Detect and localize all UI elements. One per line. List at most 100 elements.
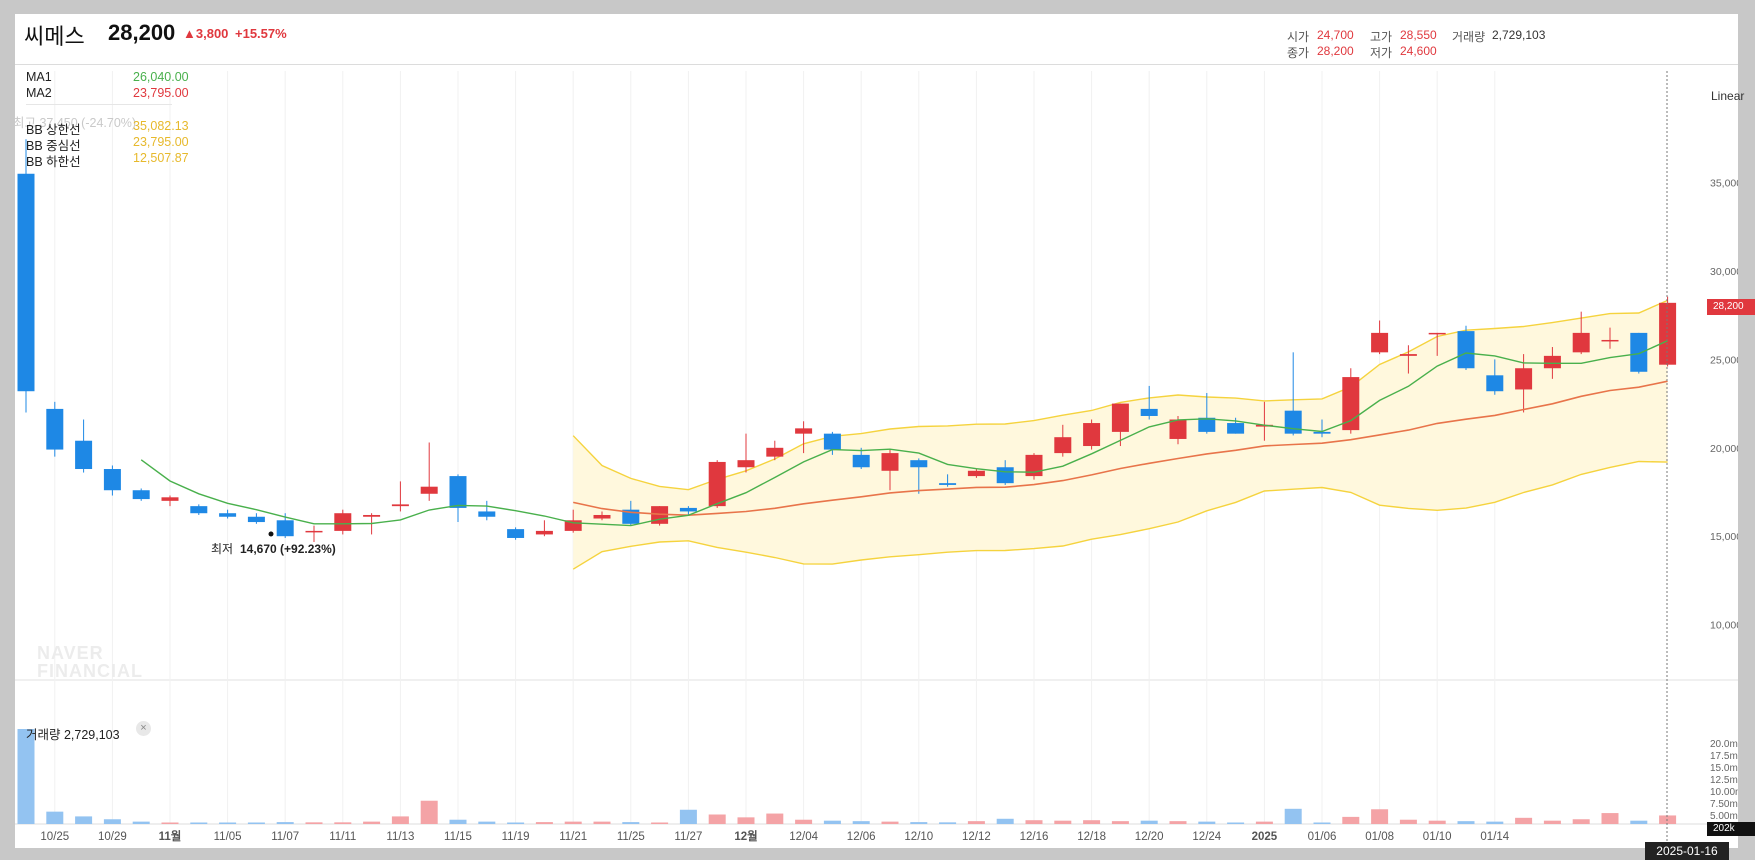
candle-body — [679, 507, 697, 512]
y-tick-label: 25,000 — [1710, 354, 1738, 366]
candle-body — [420, 486, 438, 494]
volume-bar — [593, 821, 611, 824]
volume-tick-label: 7.50m — [1710, 799, 1738, 810]
price-change: ▲3,800 — [183, 26, 229, 41]
x-tick-label: 11/07 — [271, 831, 299, 843]
candle-body — [1659, 302, 1677, 365]
candle-body — [939, 483, 957, 485]
legend-value: 23,795.00 — [133, 135, 189, 149]
candle-body — [507, 529, 525, 538]
x-tick-label: 12/24 — [1192, 831, 1221, 843]
legend-label: BB 하한선 — [26, 155, 81, 169]
x-tick-label: 01/08 — [1365, 831, 1394, 843]
candle-body — [1227, 423, 1245, 434]
volume-bar — [1313, 822, 1331, 824]
volume-bar — [622, 822, 640, 824]
bollinger-lower-line — [572, 460, 1668, 570]
stock-name: 씨메스 — [24, 24, 85, 49]
candle-body — [535, 530, 553, 535]
volume-bar — [1399, 819, 1417, 824]
volume-bar — [708, 814, 726, 824]
volume-bar — [564, 821, 582, 824]
volume-bar — [1054, 820, 1072, 824]
candlestick-chart[interactable]: 10/25 10/29 11월 11/05 11/07 11/11 11/13 11/15 11… — [15, 14, 1738, 848]
x-tick-label: 10/25 — [40, 831, 69, 843]
candle-body — [996, 467, 1014, 484]
candle-body — [1025, 454, 1043, 477]
volume-bar — [737, 817, 755, 824]
candle-body — [190, 506, 208, 514]
volume-bar — [363, 821, 381, 824]
volume-bar — [1630, 820, 1648, 824]
x-tick-label: 11월 — [159, 829, 182, 843]
candle-body — [449, 476, 467, 508]
candle-body — [1515, 368, 1533, 390]
candle-body — [967, 470, 985, 477]
candle-body — [1313, 431, 1331, 434]
chart-frame: 씨메스 28,200 ▲3,800 +15.57% 시가 24,700 고가 2… — [13, 14, 1755, 860]
legend-bb-upper: BB 상한선 35,082.13 — [26, 119, 196, 137]
candle-body — [766, 447, 784, 457]
candle-body — [737, 460, 755, 468]
volume-tick-label: 5.00m — [1710, 811, 1738, 822]
volume-bar — [766, 813, 784, 824]
volume-close-button[interactable]: × — [136, 721, 151, 736]
legend-bb-lower: BB 하한선 12,507.87 — [26, 151, 196, 169]
candle-body — [17, 173, 35, 392]
candle-body — [1601, 339, 1619, 342]
volume-header-value: 2,729,103 — [1492, 28, 1546, 42]
x-tick-label: 11/27 — [674, 831, 702, 843]
candle-body — [276, 520, 294, 537]
candle-body — [564, 520, 582, 531]
x-tick-label: 01/14 — [1480, 831, 1509, 843]
volume-tick-label: 10.00m — [1710, 787, 1738, 798]
candle-body — [1140, 408, 1158, 416]
min-note-value: 14,670 (+92.23%) — [240, 542, 336, 556]
candle-body — [161, 497, 179, 501]
volume-bar — [1659, 815, 1677, 824]
x-tick-label: 12월 — [734, 829, 757, 843]
x-tick-label: 12/20 — [1135, 831, 1164, 843]
x-tick-label: 11/21 — [559, 831, 587, 843]
volume-bar — [219, 822, 237, 824]
volume-bar — [881, 821, 899, 824]
legend-ma2: MA2 23,795.00 — [26, 86, 196, 102]
volume-bar — [1572, 819, 1590, 824]
x-tick-label: 01/06 — [1308, 831, 1337, 843]
candle-body — [75, 440, 93, 470]
candle-body — [478, 511, 496, 517]
volume-bar — [967, 821, 985, 824]
volume-bar — [190, 822, 208, 824]
candle-body — [1371, 332, 1389, 353]
volume-bar — [1601, 813, 1619, 824]
volume-bar — [1169, 821, 1187, 824]
naver-financial-watermark: NAVER FINANCIAL — [37, 644, 143, 680]
x-tick-label: 12/06 — [847, 831, 876, 843]
legend-value: 35,082.13 — [133, 119, 189, 133]
volume-tick-label: 20.0m — [1710, 739, 1738, 750]
y-tick-label: 20,000 — [1710, 443, 1738, 455]
crosshair-date-tag: 2025-01-16 — [1645, 842, 1729, 860]
scale-mode-selector[interactable]: Linear — [1711, 89, 1745, 103]
volume-bar — [852, 821, 870, 824]
x-tick-label: 10/29 — [98, 831, 127, 843]
close-value: 28,200 — [1317, 44, 1354, 58]
x-tick-label: 01/10 — [1423, 831, 1452, 843]
volume-bar — [1284, 808, 1302, 824]
volume-bar — [1515, 817, 1533, 824]
legend-label: BB 상한선 — [26, 123, 81, 137]
volume-bar — [910, 822, 928, 824]
volume-bar — [391, 816, 409, 824]
candle-body — [103, 469, 121, 491]
stock-header: 씨메스 28,200 ▲3,800 +15.57% 시가 24,700 고가 2… — [15, 14, 1738, 65]
y-tick-label: 15,000 — [1710, 531, 1738, 543]
volume-bar — [679, 809, 697, 824]
volume-bar — [305, 822, 323, 824]
volume-bar — [1457, 821, 1475, 824]
candle-body — [910, 460, 928, 468]
legend-value: 23,795.00 — [133, 86, 189, 100]
ma2-line — [573, 380, 1668, 517]
low-value: 24,600 — [1400, 44, 1437, 58]
candle-body — [1284, 410, 1302, 434]
candle-body — [1054, 437, 1072, 454]
